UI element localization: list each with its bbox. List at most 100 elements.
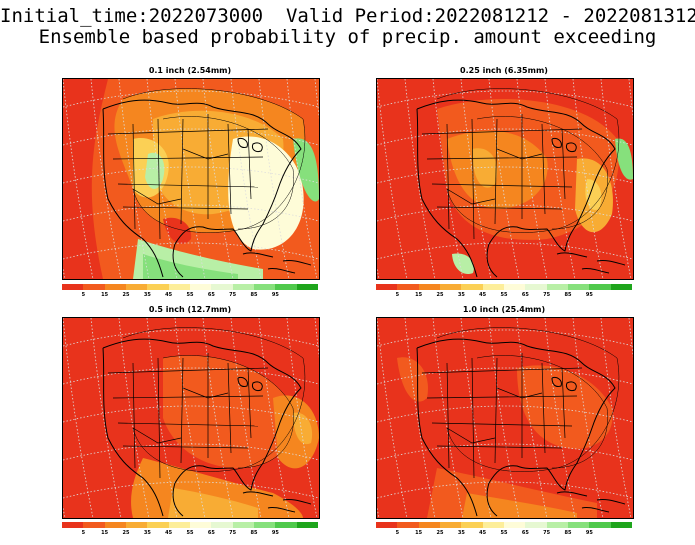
colorbar-tick-label: 25 xyxy=(436,292,444,298)
colorbar-swatch xyxy=(567,284,590,290)
colorbar-tick-label: 85 xyxy=(564,530,572,536)
colorbar-swatch xyxy=(546,522,568,528)
colorbar-tick-label: 15 xyxy=(415,292,423,298)
colorbar-swatch xyxy=(62,522,84,528)
colorbar-tick-label: 55 xyxy=(500,530,508,536)
colorbar-swatch xyxy=(125,522,148,528)
chart-title-line-2: Ensemble based probability of precip. am… xyxy=(38,26,657,48)
colorbar-swatch xyxy=(418,284,440,290)
panel-title-0.25-inch: 0.25 inch (6.35mm) xyxy=(460,66,548,75)
colorbar-swatch xyxy=(168,284,190,290)
colorbar-tick-label: 25 xyxy=(436,530,444,536)
colorbar-swatch xyxy=(83,284,105,290)
colorbar-tick-label: 5 xyxy=(81,530,86,536)
coastlines xyxy=(102,338,312,517)
map-svg xyxy=(377,318,633,518)
colorbar-1.0-inch xyxy=(376,522,632,528)
colorbar-tick-label: 15 xyxy=(101,292,109,298)
colorbar-swatch xyxy=(418,522,440,528)
colorbar-swatch xyxy=(253,522,276,528)
colorbar-0.1-inch xyxy=(62,284,318,290)
colorbar-swatch xyxy=(232,284,254,290)
colorbar-swatch xyxy=(125,284,148,290)
colorbar-tick-label: 45 xyxy=(479,530,487,536)
colorbar-swatch xyxy=(461,284,483,290)
colorbar-swatch xyxy=(275,522,297,528)
colorbar-swatch xyxy=(62,284,84,290)
colorbar-labels-0.1-inch: 5 15 25 35 45 55 65 75 85 95 xyxy=(62,292,318,300)
colorbar-swatch xyxy=(589,522,611,528)
colorbar-tick-label: 55 xyxy=(186,530,194,536)
colorbar-swatch xyxy=(147,522,169,528)
colorbar-swatch xyxy=(275,284,297,290)
state-borders xyxy=(107,353,269,479)
colorbar-tick-label: 85 xyxy=(250,292,258,298)
colorbar-tick-label: 15 xyxy=(415,530,423,536)
colorbar-swatch xyxy=(147,284,169,290)
state-borders xyxy=(421,353,583,479)
graticule xyxy=(63,318,319,518)
colorbar-tick-label: 95 xyxy=(271,530,279,536)
colorbar-swatch xyxy=(439,284,462,290)
map-panel-0.5-inch xyxy=(62,317,320,519)
colorbar-swatch xyxy=(397,522,419,528)
colorbar-tick-label: 65 xyxy=(207,530,215,536)
colorbar-swatch xyxy=(376,522,398,528)
colorbar-tick-label: 25 xyxy=(122,530,130,536)
colorbar-swatch xyxy=(439,522,462,528)
colorbar-swatch xyxy=(296,284,318,290)
colorbar-tick-label: 35 xyxy=(143,530,151,536)
colorbar-swatch xyxy=(296,522,318,528)
colorbar-tick-label: 35 xyxy=(143,292,151,298)
colorbar-tick-label: 45 xyxy=(165,530,173,536)
colorbar-swatch xyxy=(104,522,126,528)
colorbar-0.25-inch xyxy=(376,284,632,290)
colorbar-tick-label: 75 xyxy=(543,292,551,298)
colorbar-swatch xyxy=(610,522,632,528)
colorbar-tick-label: 35 xyxy=(457,292,465,298)
colorbar-tick-label: 5 xyxy=(395,292,400,298)
state-borders xyxy=(421,114,583,240)
colorbar-swatch xyxy=(461,522,483,528)
colorbar-swatch xyxy=(189,284,212,290)
colorbar-swatch xyxy=(189,522,212,528)
colorbar-swatch xyxy=(503,522,526,528)
colorbar-swatch xyxy=(589,284,611,290)
colorbar-swatch xyxy=(253,284,276,290)
colorbar-tick-label: 65 xyxy=(521,292,529,298)
map-panel-1.0-inch xyxy=(376,317,634,519)
colorbar-tick-label: 55 xyxy=(186,292,194,298)
panel-title-0.1-inch: 0.1 inch (2.54mm) xyxy=(148,66,232,75)
colorbar-tick-label: 5 xyxy=(395,530,400,536)
colorbar-tick-label: 5 xyxy=(81,292,86,298)
colorbar-swatch xyxy=(610,284,632,290)
colorbar-swatch xyxy=(482,522,504,528)
colorbar-swatch xyxy=(83,522,105,528)
colorbar-swatch xyxy=(567,522,590,528)
colorbar-tick-label: 65 xyxy=(521,530,529,536)
precip-probability-fill xyxy=(377,318,633,518)
state-borders xyxy=(107,114,269,240)
colorbar-0.5-inch xyxy=(62,522,318,528)
colorbar-swatch xyxy=(168,522,190,528)
colorbar-swatch xyxy=(397,284,419,290)
panel-title-1.0-inch: 1.0 inch (25.4mm) xyxy=(462,305,546,314)
colorbar-tick-label: 75 xyxy=(229,292,237,298)
colorbar-tick-label: 95 xyxy=(585,292,593,298)
graticule xyxy=(377,318,633,518)
colorbar-tick-label: 75 xyxy=(543,530,551,536)
colorbar-swatch xyxy=(376,284,398,290)
map-svg xyxy=(63,79,319,279)
colorbar-tick-label: 95 xyxy=(585,530,593,536)
colorbar-swatch xyxy=(232,522,254,528)
colorbar-tick-label: 65 xyxy=(207,292,215,298)
colorbar-labels-0.5-inch: 5 15 25 35 45 55 65 75 85 95 xyxy=(62,530,318,538)
colorbar-labels-0.25-inch: 5 15 25 35 45 55 65 75 85 95 xyxy=(376,292,632,300)
coastlines xyxy=(102,99,312,278)
colorbar-swatch xyxy=(211,284,233,290)
chart-title-line-1: Initial_time:2022073000 Valid Period:202… xyxy=(0,5,695,27)
colorbar-tick-label: 85 xyxy=(564,292,572,298)
panel-title-0.5-inch: 0.5 inch (12.7mm) xyxy=(148,305,232,314)
colorbar-swatch xyxy=(104,284,126,290)
precip-probability-fill xyxy=(377,79,633,279)
